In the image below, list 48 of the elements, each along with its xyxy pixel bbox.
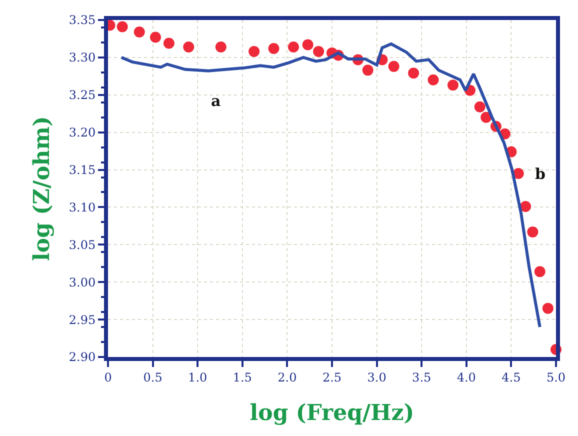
point (447, 80, 458, 91)
point (534, 266, 546, 278)
x-tick-label: 5.0 (546, 370, 566, 384)
point (215, 41, 226, 52)
y-tick-label: 3.05 (68, 238, 96, 252)
point (163, 38, 174, 49)
point (268, 42, 280, 54)
point (408, 68, 420, 79)
point (116, 21, 128, 32)
point (134, 26, 145, 38)
point (388, 60, 400, 72)
y-tick-label: 3.30 (68, 50, 96, 65)
point (474, 101, 486, 112)
x-tick-label: 0.5 (143, 370, 162, 384)
x-tick-label: 1.5 (232, 370, 252, 384)
point (150, 32, 161, 43)
y-tick-label: 3.15 (68, 162, 96, 177)
y-tick-label: 3.20 (68, 126, 96, 140)
point (512, 168, 524, 180)
point (288, 41, 299, 52)
point (183, 41, 194, 52)
point (520, 200, 532, 212)
x-tick-label: 0 (104, 370, 112, 384)
y-tick-label: 3.25 (68, 88, 96, 102)
point (302, 39, 314, 50)
x-tick-label: 3.0 (367, 370, 386, 384)
y-tick-label: 3.35 (68, 13, 96, 28)
annotation: a (211, 92, 221, 110)
x-tick-label: 4.0 (456, 370, 476, 384)
annotation: b (535, 165, 546, 183)
y-tick-label: 3.10 (68, 200, 96, 214)
y-axis-title: log (Z/ohm) (29, 116, 56, 261)
y-tick-label: 2.90 (68, 350, 96, 364)
point (248, 46, 260, 57)
point (480, 112, 492, 123)
x-tick-label: 2.0 (278, 370, 297, 384)
point (313, 46, 324, 57)
x-tick-label: 4.5 (502, 370, 521, 384)
y-tick-label: 2.95 (68, 312, 96, 327)
point (362, 64, 374, 76)
x-tick-label: 3.5 (412, 370, 432, 384)
point (527, 226, 538, 238)
x-tick-label: 1.0 (188, 370, 208, 384)
x-tick-label: 2.5 (322, 370, 342, 384)
y-tick-label: 3.00 (68, 275, 96, 290)
point (428, 74, 439, 86)
point (542, 302, 554, 314)
x-axis-title: log (Freq/Hz) (250, 400, 414, 426)
